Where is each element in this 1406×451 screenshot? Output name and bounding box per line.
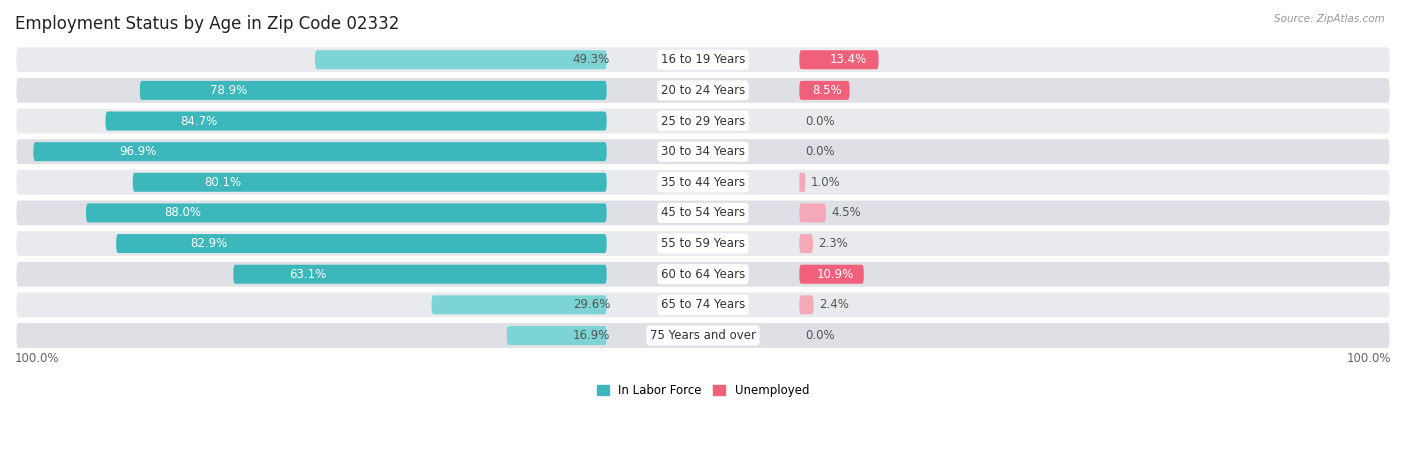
Text: 0.0%: 0.0% (804, 115, 834, 128)
FancyBboxPatch shape (432, 295, 606, 314)
FancyBboxPatch shape (15, 77, 1391, 104)
Text: 2.3%: 2.3% (818, 237, 848, 250)
Text: 0.0%: 0.0% (804, 145, 834, 158)
FancyBboxPatch shape (800, 203, 825, 222)
Text: 30 to 34 Years: 30 to 34 Years (661, 145, 745, 158)
Legend: In Labor Force, Unemployed: In Labor Force, Unemployed (592, 380, 814, 402)
FancyBboxPatch shape (15, 322, 1391, 349)
FancyBboxPatch shape (15, 260, 1391, 288)
FancyBboxPatch shape (800, 234, 813, 253)
FancyBboxPatch shape (139, 81, 606, 100)
FancyBboxPatch shape (315, 50, 606, 69)
Text: 65 to 74 Years: 65 to 74 Years (661, 299, 745, 311)
FancyBboxPatch shape (15, 46, 1391, 74)
Text: 25 to 29 Years: 25 to 29 Years (661, 115, 745, 128)
FancyBboxPatch shape (117, 234, 606, 253)
Text: 1.0%: 1.0% (811, 176, 841, 189)
FancyBboxPatch shape (105, 111, 606, 130)
Text: 10.9%: 10.9% (817, 268, 853, 281)
Text: 84.7%: 84.7% (181, 115, 218, 128)
Text: 78.9%: 78.9% (209, 84, 247, 97)
Text: 16 to 19 Years: 16 to 19 Years (661, 53, 745, 66)
FancyBboxPatch shape (800, 265, 863, 284)
FancyBboxPatch shape (506, 326, 606, 345)
FancyBboxPatch shape (800, 81, 849, 100)
Text: 13.4%: 13.4% (830, 53, 866, 66)
Text: 96.9%: 96.9% (120, 145, 156, 158)
Text: 20 to 24 Years: 20 to 24 Years (661, 84, 745, 97)
FancyBboxPatch shape (15, 230, 1391, 258)
FancyBboxPatch shape (15, 138, 1391, 166)
Text: 2.4%: 2.4% (820, 299, 849, 311)
Text: 35 to 44 Years: 35 to 44 Years (661, 176, 745, 189)
FancyBboxPatch shape (132, 173, 606, 192)
Text: 4.5%: 4.5% (831, 207, 862, 220)
Text: 49.3%: 49.3% (572, 53, 610, 66)
Text: 100.0%: 100.0% (15, 352, 59, 365)
Text: 75 Years and over: 75 Years and over (650, 329, 756, 342)
Text: 60 to 64 Years: 60 to 64 Years (661, 268, 745, 281)
Text: 45 to 54 Years: 45 to 54 Years (661, 207, 745, 220)
FancyBboxPatch shape (15, 199, 1391, 227)
FancyBboxPatch shape (15, 107, 1391, 135)
FancyBboxPatch shape (800, 295, 814, 314)
Text: 63.1%: 63.1% (290, 268, 326, 281)
FancyBboxPatch shape (15, 291, 1391, 319)
FancyBboxPatch shape (800, 50, 879, 69)
Text: 55 to 59 Years: 55 to 59 Years (661, 237, 745, 250)
Text: Source: ZipAtlas.com: Source: ZipAtlas.com (1274, 14, 1385, 23)
Text: 16.9%: 16.9% (572, 329, 610, 342)
Text: 0.0%: 0.0% (804, 329, 834, 342)
Text: Employment Status by Age in Zip Code 02332: Employment Status by Age in Zip Code 023… (15, 15, 399, 33)
FancyBboxPatch shape (86, 203, 606, 222)
Text: 100.0%: 100.0% (1347, 352, 1391, 365)
Text: 82.9%: 82.9% (190, 237, 226, 250)
FancyBboxPatch shape (800, 173, 806, 192)
Text: 88.0%: 88.0% (165, 207, 201, 220)
Text: 29.6%: 29.6% (572, 299, 610, 311)
FancyBboxPatch shape (34, 142, 606, 161)
FancyBboxPatch shape (15, 169, 1391, 196)
Text: 8.5%: 8.5% (813, 84, 842, 97)
Text: 80.1%: 80.1% (204, 176, 240, 189)
FancyBboxPatch shape (233, 265, 606, 284)
